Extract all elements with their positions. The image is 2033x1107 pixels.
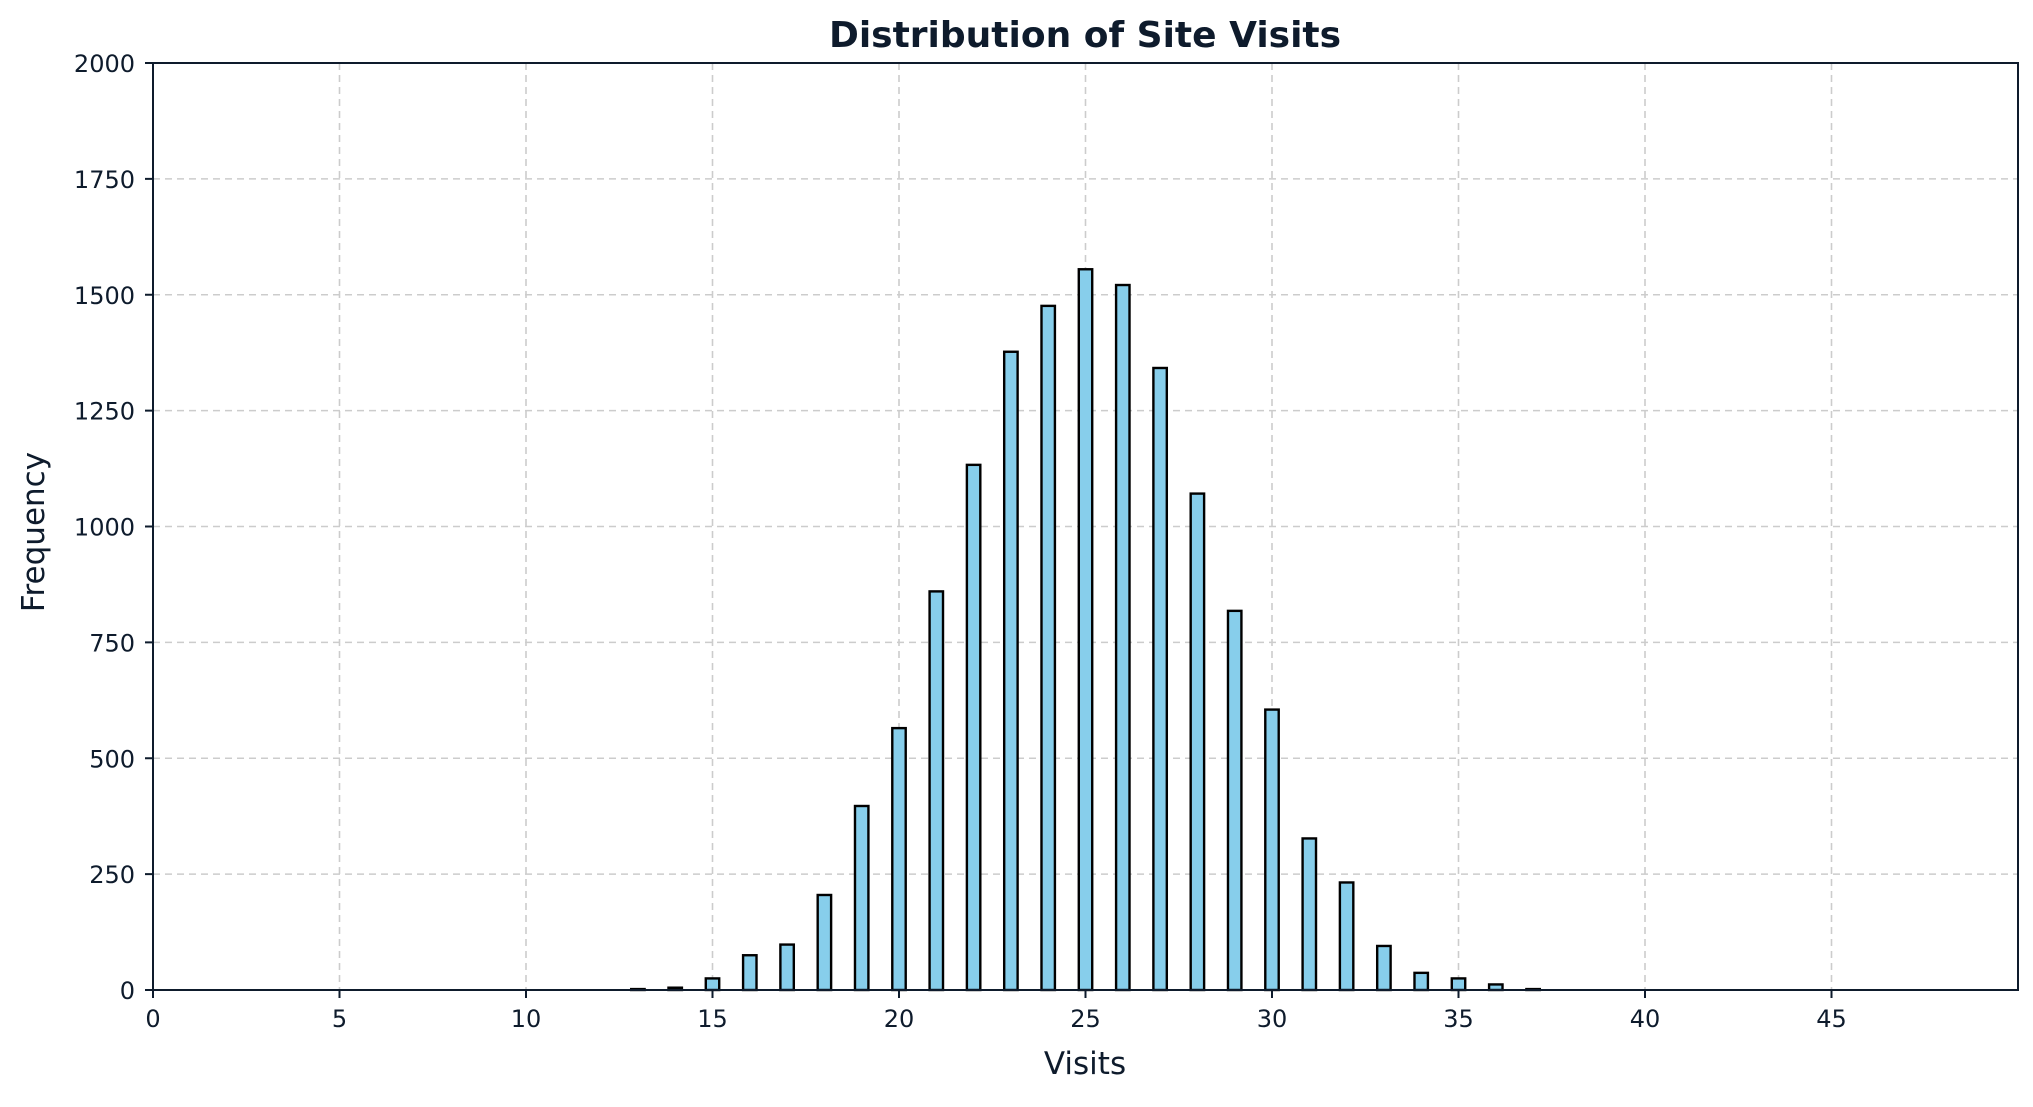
histogram-bar [1301, 837, 1318, 992]
y-tick-label: 1250 [74, 398, 135, 426]
histogram-bar [741, 954, 758, 992]
histogram-bar [1077, 268, 1094, 992]
x-tick-label: 40 [1630, 1005, 1661, 1033]
y-tick-label: 750 [89, 629, 135, 657]
histogram-bar [1264, 708, 1280, 992]
x-tick-label: 5 [332, 1005, 347, 1033]
histogram-bar [1413, 971, 1430, 992]
histogram-bar [816, 893, 833, 992]
x-tick-label: 35 [1443, 1005, 1474, 1033]
y-tick-label: 2000 [74, 50, 135, 78]
y-tick-label: 500 [89, 745, 135, 773]
chart-title: Distribution of Site Visits [829, 15, 1341, 56]
histogram-bar [779, 943, 796, 992]
histogram-bar [1189, 492, 1206, 992]
x-tick-label: 45 [1816, 1005, 1847, 1033]
y-tick-label: 1750 [74, 166, 135, 194]
histogram-bar [891, 726, 907, 992]
histogram-bar [1226, 609, 1243, 992]
x-tick-label: 15 [697, 1005, 728, 1033]
x-tick-label: 10 [511, 1005, 542, 1033]
histogram-bar [1450, 977, 1467, 992]
y-tick-label: 1000 [74, 514, 135, 542]
y-tick-label: 1500 [74, 282, 135, 310]
y-axis-ticks: 0 250 500 750 1000 1250 1500 1750 2000 [74, 50, 153, 1005]
histogram-bar [1114, 283, 1131, 992]
x-axis-label: Visits [1044, 1046, 1126, 1082]
x-tick-label: 0 [145, 1005, 160, 1033]
histogram-bar [965, 463, 982, 992]
histogram-bar [1375, 944, 1392, 992]
x-tick-label: 25 [1070, 1005, 1101, 1033]
x-tick-label: 20 [884, 1005, 915, 1033]
histogram-bar [1002, 350, 1019, 992]
histogram-bar [704, 977, 721, 992]
histogram-bar [1338, 881, 1355, 992]
x-axis-ticks: 0 5 10 15 20 25 30 35 40 45 [145, 990, 1847, 1033]
histogram-bar [853, 804, 870, 992]
y-tick-label: 250 [89, 861, 135, 889]
bars [629, 268, 1542, 992]
histogram-bar [928, 590, 945, 992]
histogram-bar [1040, 304, 1057, 992]
x-tick-label: 30 [1257, 1005, 1288, 1033]
y-axis-label: Frequency [16, 452, 52, 612]
histogram-bar [1152, 366, 1169, 992]
y-tick-label: 0 [120, 977, 135, 1005]
